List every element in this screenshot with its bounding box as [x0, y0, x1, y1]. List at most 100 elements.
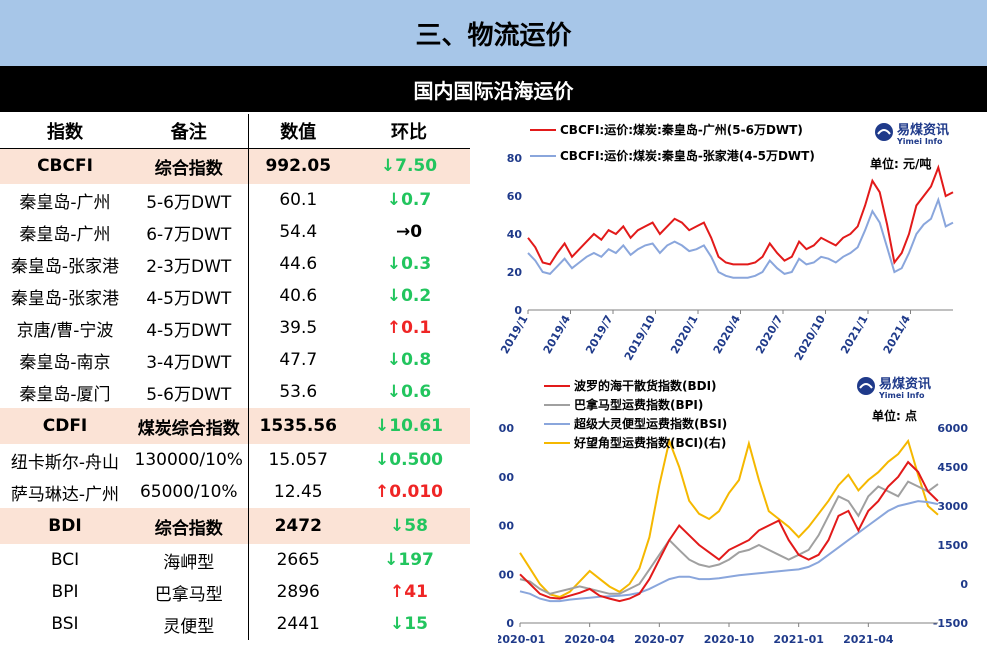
- table-row: CDFI 煤炭综合指数 1535.56 ↓10.61: [0, 408, 470, 444]
- index-cell: CDFI: [0, 408, 130, 444]
- change-value: 197: [398, 550, 434, 570]
- change-value: 0.1: [401, 318, 432, 338]
- change-value: 0.8: [401, 350, 432, 370]
- x-tick-label: 2020-07: [634, 633, 685, 646]
- arrow-down-icon: ↓: [390, 614, 405, 634]
- value-cell: 39.5: [279, 318, 318, 338]
- y-right-tick-label: 0: [960, 578, 968, 591]
- arrow-down-icon: ↓: [386, 350, 402, 370]
- brand-logo: [857, 377, 875, 395]
- brand-logo: [875, 123, 893, 141]
- index-cell: BSI: [51, 614, 79, 634]
- table-row: BCI 海岬型 2665 ↓197: [0, 544, 470, 576]
- series-line: [519, 460, 939, 603]
- y-right-tick-label: 1500: [937, 539, 968, 552]
- legend-label: 好望角型运费指数(BCI)(右): [573, 435, 726, 450]
- arrow-down-icon: ↓: [374, 416, 390, 436]
- brand-subname: Yimei Info: [896, 137, 943, 146]
- change-cell: ↑0.1: [348, 312, 470, 344]
- note-cell: 2-3万DWT: [130, 248, 249, 280]
- table-row: 秦皇岛-张家港 4-5万DWT 40.6 ↓0.2: [0, 280, 470, 312]
- change-cell: ↓0.8: [348, 344, 470, 376]
- table-row: 秦皇岛-广州 5-6万DWT 60.1 ↓0.7: [0, 184, 470, 216]
- y-right-tick-label: 4500: [937, 461, 968, 474]
- index-cell: 秦皇岛-南京: [19, 352, 111, 373]
- note-cell: 3-4万DWT: [130, 344, 249, 376]
- x-tick-label: 2019/7: [583, 313, 615, 356]
- y-tick-label: 60: [507, 190, 523, 203]
- y-tick-label: 1000: [498, 568, 514, 581]
- column-header-change: 环比: [391, 121, 427, 143]
- column-header-note: 备注: [130, 114, 249, 148]
- arrow-down-icon: ↓: [374, 450, 390, 470]
- x-tick-label: 2020-10: [704, 633, 755, 646]
- value-cell: 2472: [248, 508, 348, 544]
- index-cell: 秦皇岛-广州: [19, 192, 111, 213]
- table-row: BDI 综合指数 2472 ↓58: [0, 508, 470, 544]
- arrow-down-icon: ↓: [384, 550, 399, 570]
- index-cell: 纽卡斯尔-舟山: [10, 452, 120, 473]
- table-row: BPI 巴拿马型 2896 ↑41: [0, 576, 470, 608]
- x-tick-label: 2020/1: [668, 313, 700, 356]
- cbcfi-line-chart: 0 20 40 60 80 2019/1 2019/4 2019/7 2019/10 2020/1…: [498, 122, 954, 362]
- arrow-down-icon: ↓: [386, 254, 402, 274]
- change-cell: ↓10.61: [348, 408, 470, 444]
- index-cell: 秦皇岛-张家港: [10, 288, 120, 309]
- legend-label: CBCFI:运价:煤炭:秦皇岛-张家港(4-5万DWT): [560, 148, 815, 163]
- value-cell: 54.4: [279, 222, 318, 242]
- index-cell: 秦皇岛-张家港: [10, 256, 120, 277]
- change-value: 0.010: [389, 482, 444, 502]
- note-cell: 6-7万DWT: [130, 216, 249, 248]
- change-value: 7.50: [395, 156, 438, 177]
- value-cell: 992.05: [248, 148, 348, 184]
- series-line: [519, 437, 939, 599]
- x-tick-label: 2021-01: [773, 633, 824, 646]
- y-tick-label: 4000: [498, 422, 514, 435]
- value-cell: 53.6: [279, 382, 318, 402]
- table-row: 秦皇岛-张家港 2-3万DWT 44.6 ↓0.3: [0, 248, 470, 280]
- note-cell: 65000/10%: [130, 476, 249, 508]
- x-tick-label: 2020-04: [564, 633, 615, 646]
- arrow-right-icon: →: [395, 222, 411, 242]
- change-value: 41: [404, 582, 428, 602]
- bdi-line-chart: 0 1000 2000 3000 4000 -1500 0 1500 3000 4500 6000 2…: [498, 376, 969, 646]
- change-value: 0.7: [401, 190, 432, 210]
- change-value: 15: [404, 614, 428, 634]
- series-line: [527, 164, 954, 266]
- column-header-index: 指数: [47, 121, 83, 143]
- table-row: 纽卡斯尔-舟山 130000/10% 15.057 ↓0.500: [0, 444, 470, 476]
- note-cell: 巴拿马型: [130, 576, 249, 608]
- arrow-up-icon: ↑: [390, 582, 405, 602]
- value-cell: 2896: [276, 582, 320, 602]
- value-cell: 1535.56: [248, 408, 348, 444]
- legend-label: CBCFI:运价:煤炭:秦皇岛-广州(5-6万DWT): [560, 122, 803, 137]
- note-cell: 综合指数: [130, 148, 249, 184]
- y-tick-label: 3000: [498, 471, 514, 484]
- table-row: BSI 灵便型 2441 ↓15: [0, 608, 470, 640]
- change-value: 0: [410, 222, 423, 242]
- change-cell: ↓0.3: [348, 248, 470, 280]
- y-tick-label: 80: [507, 152, 523, 165]
- x-tick-label: 2021/1: [838, 313, 870, 356]
- change-cell: ↓197: [348, 544, 470, 576]
- note-cell: 海岬型: [130, 544, 249, 576]
- y-tick-label: 40: [507, 228, 523, 241]
- change-cell: ↓0.7: [348, 184, 470, 216]
- change-cell: ↓0.500: [348, 444, 470, 476]
- change-cell: ↑0.010: [348, 476, 470, 508]
- change-cell: →0: [348, 216, 470, 248]
- value-cell: 15.057: [268, 450, 328, 470]
- arrow-down-icon: ↓: [390, 516, 405, 536]
- note-cell: 130000/10%: [130, 444, 249, 476]
- x-tick-label: 2019/1: [498, 313, 530, 356]
- table-row: CBCFI 综合指数 992.05 ↓7.50: [0, 148, 470, 184]
- legend-label: 超级大灵便型运费指数(BSI): [573, 416, 727, 431]
- brand-subname: Yimei Info: [878, 391, 925, 400]
- y-right-tick-label: -1500: [933, 617, 969, 630]
- x-tick-label: 2020/4: [711, 313, 744, 356]
- index-cell: CBCFI: [0, 148, 130, 184]
- logo-mark-icon: [859, 383, 873, 389]
- table-row: 秦皇岛-厦门 5-6万DWT 53.6 ↓0.6: [0, 376, 470, 408]
- brand-name: 易煤资讯: [897, 122, 949, 138]
- index-cell: BPI: [51, 582, 79, 602]
